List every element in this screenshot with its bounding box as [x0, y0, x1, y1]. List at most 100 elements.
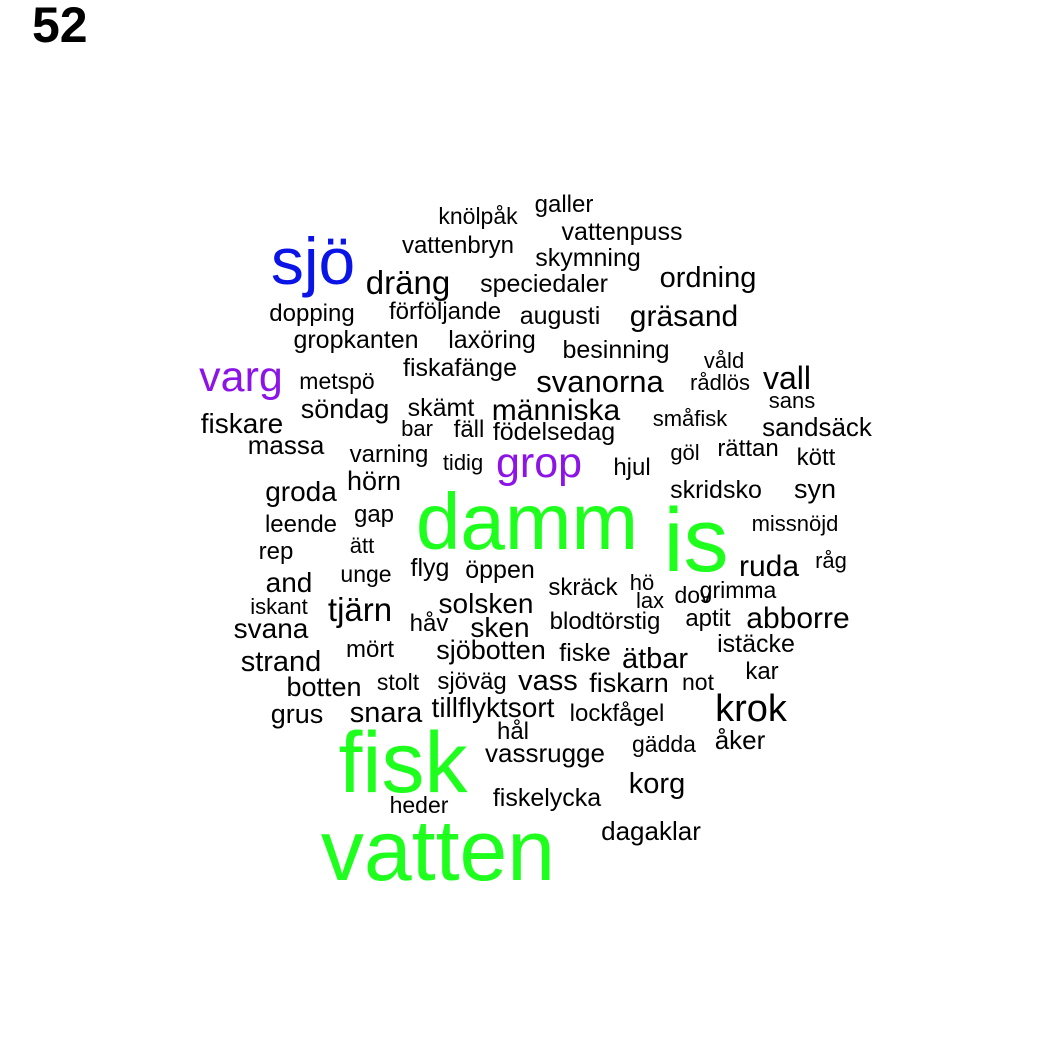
word-86: snara	[349, 697, 423, 729]
word-18: metspö	[299, 368, 375, 394]
word-82: vass	[518, 665, 578, 697]
word-73: strand	[240, 646, 322, 678]
word-74: mört	[346, 636, 394, 663]
word-44: syn	[793, 474, 837, 504]
word-36: grop	[495, 439, 583, 487]
word-35: tidig	[442, 450, 484, 475]
word-11: augusti	[519, 302, 601, 330]
word-63: solsken	[438, 588, 534, 619]
word-66: abborre	[746, 602, 850, 635]
page-number: 52	[32, 0, 88, 53]
word-91: fisk	[338, 715, 468, 811]
word-17: varg	[199, 353, 283, 401]
word-59: hö	[629, 570, 655, 595]
word-79: botten	[286, 672, 362, 702]
word-16: våld	[703, 348, 745, 373]
word-94: åker	[714, 725, 766, 755]
word-95: korg	[628, 768, 686, 800]
word-10: förföljande	[388, 298, 502, 325]
word-55: ruda	[738, 550, 800, 583]
word-9: dopping	[269, 300, 355, 327]
word-77: ätbar	[621, 643, 689, 675]
word-71: aptit	[685, 605, 731, 632]
word-45: leende	[264, 511, 338, 538]
word-70: blodtörstig	[549, 608, 661, 635]
word-62: tjärn	[327, 591, 393, 628]
word-39: rättan	[717, 435, 779, 462]
word-53: flyg	[410, 554, 450, 582]
word-49: missnöjd	[751, 511, 839, 536]
word-31: småfisk	[652, 406, 728, 431]
word-69: sken	[470, 612, 530, 643]
word-57: unge	[340, 561, 392, 587]
word-25: skämt	[407, 394, 475, 422]
word-81: sjöväg	[437, 668, 507, 695]
word-19: fiskafänge	[403, 354, 517, 382]
word-88: lockfågel	[569, 700, 665, 727]
word-3: vattenbryn	[401, 232, 515, 259]
word-78: kar	[745, 658, 779, 685]
word-37: hjul	[613, 454, 651, 481]
word-56: and	[265, 567, 313, 598]
word-80: stolt	[376, 669, 420, 695]
word-4: skymning	[535, 244, 641, 272]
word-38: göl	[670, 440, 700, 465]
word-48: is	[663, 491, 729, 591]
word-14: laxöring	[448, 326, 536, 354]
word-51: ätt	[349, 533, 375, 558]
word-60: grimma	[699, 577, 777, 603]
word-75: sjöbotten	[436, 635, 546, 665]
word-47: damm	[415, 477, 639, 566]
word-85: grus	[270, 699, 324, 729]
word-54: öppen	[465, 556, 535, 584]
word-5: sjö	[270, 224, 356, 298]
word-58: skräck	[548, 574, 618, 601]
word-0: knölpåk	[438, 203, 518, 229]
word-96: heder	[389, 792, 449, 818]
word-99: vatten	[320, 803, 556, 899]
word-76: fiske	[559, 639, 611, 667]
word-13: gropkanten	[293, 326, 419, 354]
word-26: människa	[491, 394, 621, 427]
word-46: gap	[353, 501, 395, 528]
word-43: skridsko	[670, 476, 762, 504]
word-40: kött	[796, 444, 836, 471]
word-67: svana	[233, 613, 309, 644]
word-8: ordning	[659, 262, 757, 294]
word-68: håv	[409, 610, 449, 637]
word-93: gädda	[632, 731, 696, 757]
word-32: sandsäck	[762, 412, 872, 442]
word-23: sans	[768, 388, 816, 413]
word-20: svanorna	[536, 364, 664, 399]
word-97: fiskelycka	[492, 784, 602, 812]
word-6: dräng	[365, 264, 451, 301]
word-89: krok	[715, 688, 787, 730]
word-52: råg	[815, 548, 847, 573]
word-50: rep	[258, 538, 294, 565]
word-65: dov	[674, 582, 712, 608]
word-28: bar	[401, 416, 433, 441]
word-34: varning	[349, 441, 429, 468]
word-1: galler	[534, 191, 594, 218]
word-61: iskant	[250, 594, 308, 619]
word-22: vall	[762, 360, 812, 396]
word-83: fiskarn	[589, 668, 669, 698]
word-12: gräsand	[629, 300, 739, 333]
word-84: not	[682, 669, 714, 695]
word-24: söndag	[300, 394, 390, 424]
word-90: hål	[496, 718, 530, 745]
word-72: istäcke	[717, 630, 795, 658]
word-41: groda	[265, 476, 337, 507]
word-15: besinning	[562, 336, 670, 364]
word-33: massa	[247, 430, 325, 460]
word-27: fiskare	[200, 408, 284, 439]
word-21: rådlös	[690, 370, 750, 395]
word-30: födelsedag	[492, 418, 616, 446]
word-64: lax	[635, 588, 665, 613]
word-92: vassrugge	[485, 738, 605, 768]
word-2: vattenpuss	[561, 218, 683, 246]
word-7: speciedaler	[480, 270, 608, 298]
word-29: fäll	[453, 416, 485, 443]
word-87: tillflyktsort	[431, 692, 555, 723]
